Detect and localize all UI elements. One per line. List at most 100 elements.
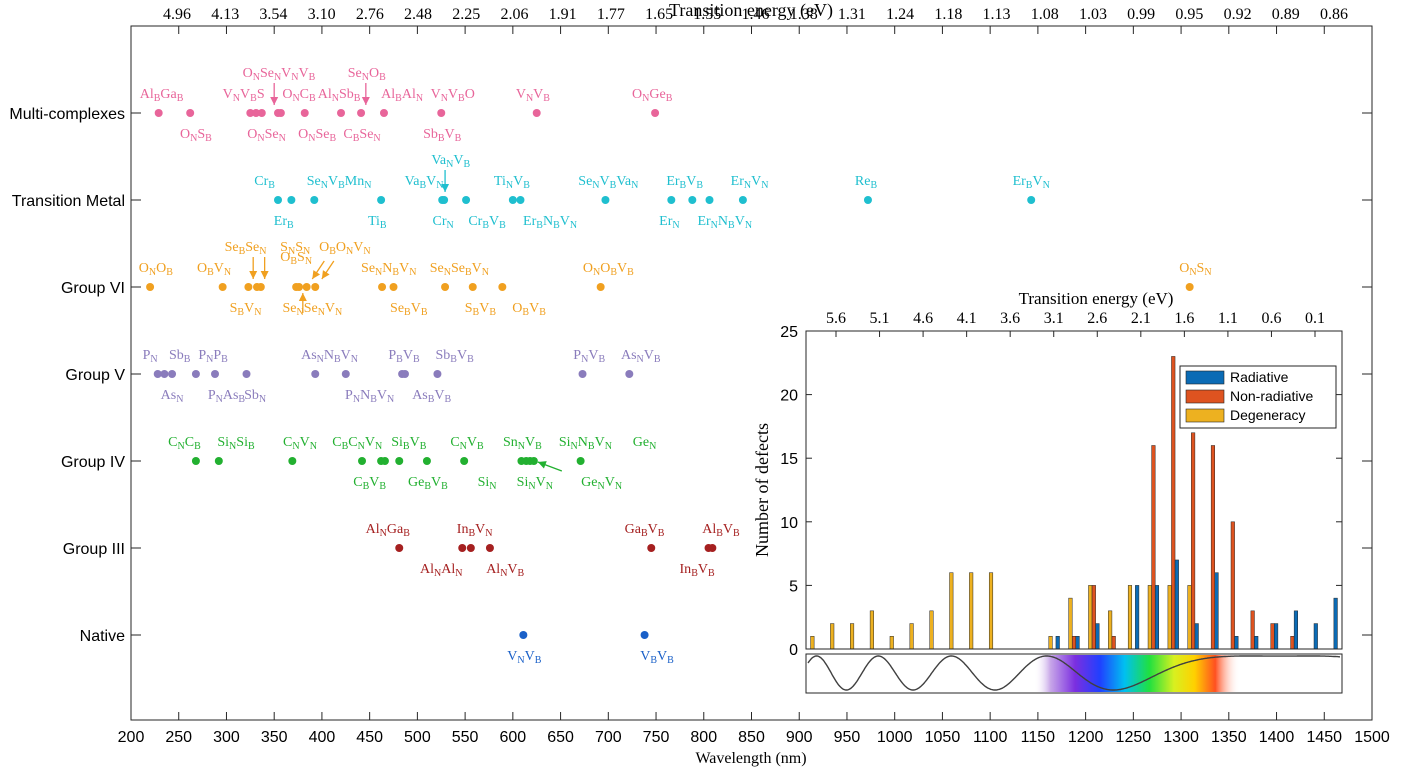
defect-point [191,457,200,465]
defect-point [508,196,517,204]
x-tick-label: 200 [118,729,145,746]
defect-label: ErNNBVN [697,214,752,231]
x2-tick-label: 2.06 [500,6,528,23]
inset-y-tick-label: 20 [780,388,798,405]
defect-point [186,109,195,117]
annotation-arrow-head [361,97,370,105]
inset-bar [1088,585,1093,650]
defect-point [485,544,494,552]
defect-point [460,457,469,465]
defect-label: ReB [855,174,878,191]
defect-point [640,631,649,639]
defect-label: CNCB [168,435,201,452]
defect-point [395,544,404,552]
defect-label: ErBVN [1013,174,1050,191]
inset-bar [909,623,914,650]
inset-bar [929,610,934,650]
inset-bar [1171,356,1176,650]
defect-point [516,196,525,204]
x2-tick-label: 4.13 [211,6,239,23]
inset-x2-tick-label: 0.6 [1261,310,1281,327]
inset-bar [1075,636,1080,650]
inset-top-axis: 5.6 5.1 4.6 4.1 3.6 3.1 2.6 2.1 1.6 1.1 0.6 0.1 [826,310,1325,337]
inset-x2-tick-label: 0.1 [1305,310,1325,327]
x-tick-label: 500 [404,729,431,746]
defect-point [708,544,717,552]
defect-point [498,283,507,291]
x2-tick-label: 0.99 [1127,6,1155,23]
inset-bar [1095,623,1100,650]
defect-point [341,370,350,378]
defect-point [466,544,475,552]
x2-tick-label: 0.86 [1320,6,1348,23]
defect-label: InBVB [680,562,715,579]
defect-label: VBVB [640,649,674,666]
inset-bar [1194,623,1199,650]
inset-bar [1333,597,1338,650]
defect-point [688,196,697,204]
defect-label: PNAsB [208,388,246,405]
inset-x2-tick-label: 1.6 [1174,310,1194,327]
defect-label: PBVB [388,348,420,365]
defect-label: SeNSeNVN [282,301,342,318]
inset-x2-tick-label: 2.6 [1087,310,1107,327]
inset-bar [1151,445,1156,650]
inset-y-axis: 0 5 10 15 20 25 [780,324,1342,659]
inset-bar [1108,610,1113,650]
defect-point [667,196,676,204]
x2-tick-label: 2.25 [452,6,480,23]
y-tick-label: Group V [65,367,125,384]
defect-point [191,370,200,378]
defect-point [252,109,261,117]
inset-y-tick-label: 10 [780,515,798,532]
defect-point [295,283,304,291]
defect-label: SeNOB [348,66,386,83]
defect-label: AlNAlN [420,562,462,579]
annotation-arrow-head [298,293,307,301]
defect-point [300,109,309,117]
x-tick-label: 1400 [1259,729,1295,746]
inset-x2-tick-label: 5.1 [870,310,890,327]
inset-y-tick-label: 25 [780,324,798,341]
inset-x2-tick-label: 4.1 [957,310,977,327]
inset-x2-tick-label: 2.1 [1131,310,1151,327]
defect-label: PNPB [198,348,228,365]
x2-tick-label: 1.55 [693,6,721,23]
defect-label: SbB [169,348,191,365]
inset-bar [1111,636,1116,650]
defect-label: CBSeN [343,127,380,144]
defect-point [441,283,450,291]
inset-bar [988,572,994,650]
x-tick-label: 350 [261,729,288,746]
x2-tick-label: 1.31 [838,6,866,23]
defect-label: GeBVB [408,475,448,492]
inset-bar [1290,636,1295,650]
wave-chirp [807,655,1340,691]
x2-tick-label: 0.95 [1175,6,1203,23]
annotation-arrow-head [260,271,269,279]
defect-point [160,370,169,378]
x-tick-label: 1050 [925,729,961,746]
inset-y-tick-label: 15 [780,451,798,468]
defect-label: SbBVB [435,348,474,365]
inset-bar [1250,610,1255,650]
defect-label: CNVB [450,435,484,452]
x-tick-label: 1000 [877,729,913,746]
x-tick-label: 850 [738,729,765,746]
inset-bar [889,636,894,650]
defect-point [310,196,319,204]
defect-label: SeNNBVN [361,261,416,278]
defect-label: SiNNBVN [559,435,612,452]
x-tick-label: 1500 [1354,729,1390,746]
defect-label: CrN [433,214,454,231]
defect-point [437,109,446,117]
defect-label: GeNVN [581,475,622,492]
defect-point [274,196,283,204]
main-x-axis-label: Wavelength (nm) [695,750,806,767]
defect-label: ONCB [282,87,316,104]
defect-point [242,370,251,378]
main-y-axis: Native Group III Group IV Group V Group VI Tr… [9,106,1372,645]
defect-point [1027,196,1036,204]
defect-point [601,196,610,204]
defect-label: VNVB [516,87,550,104]
